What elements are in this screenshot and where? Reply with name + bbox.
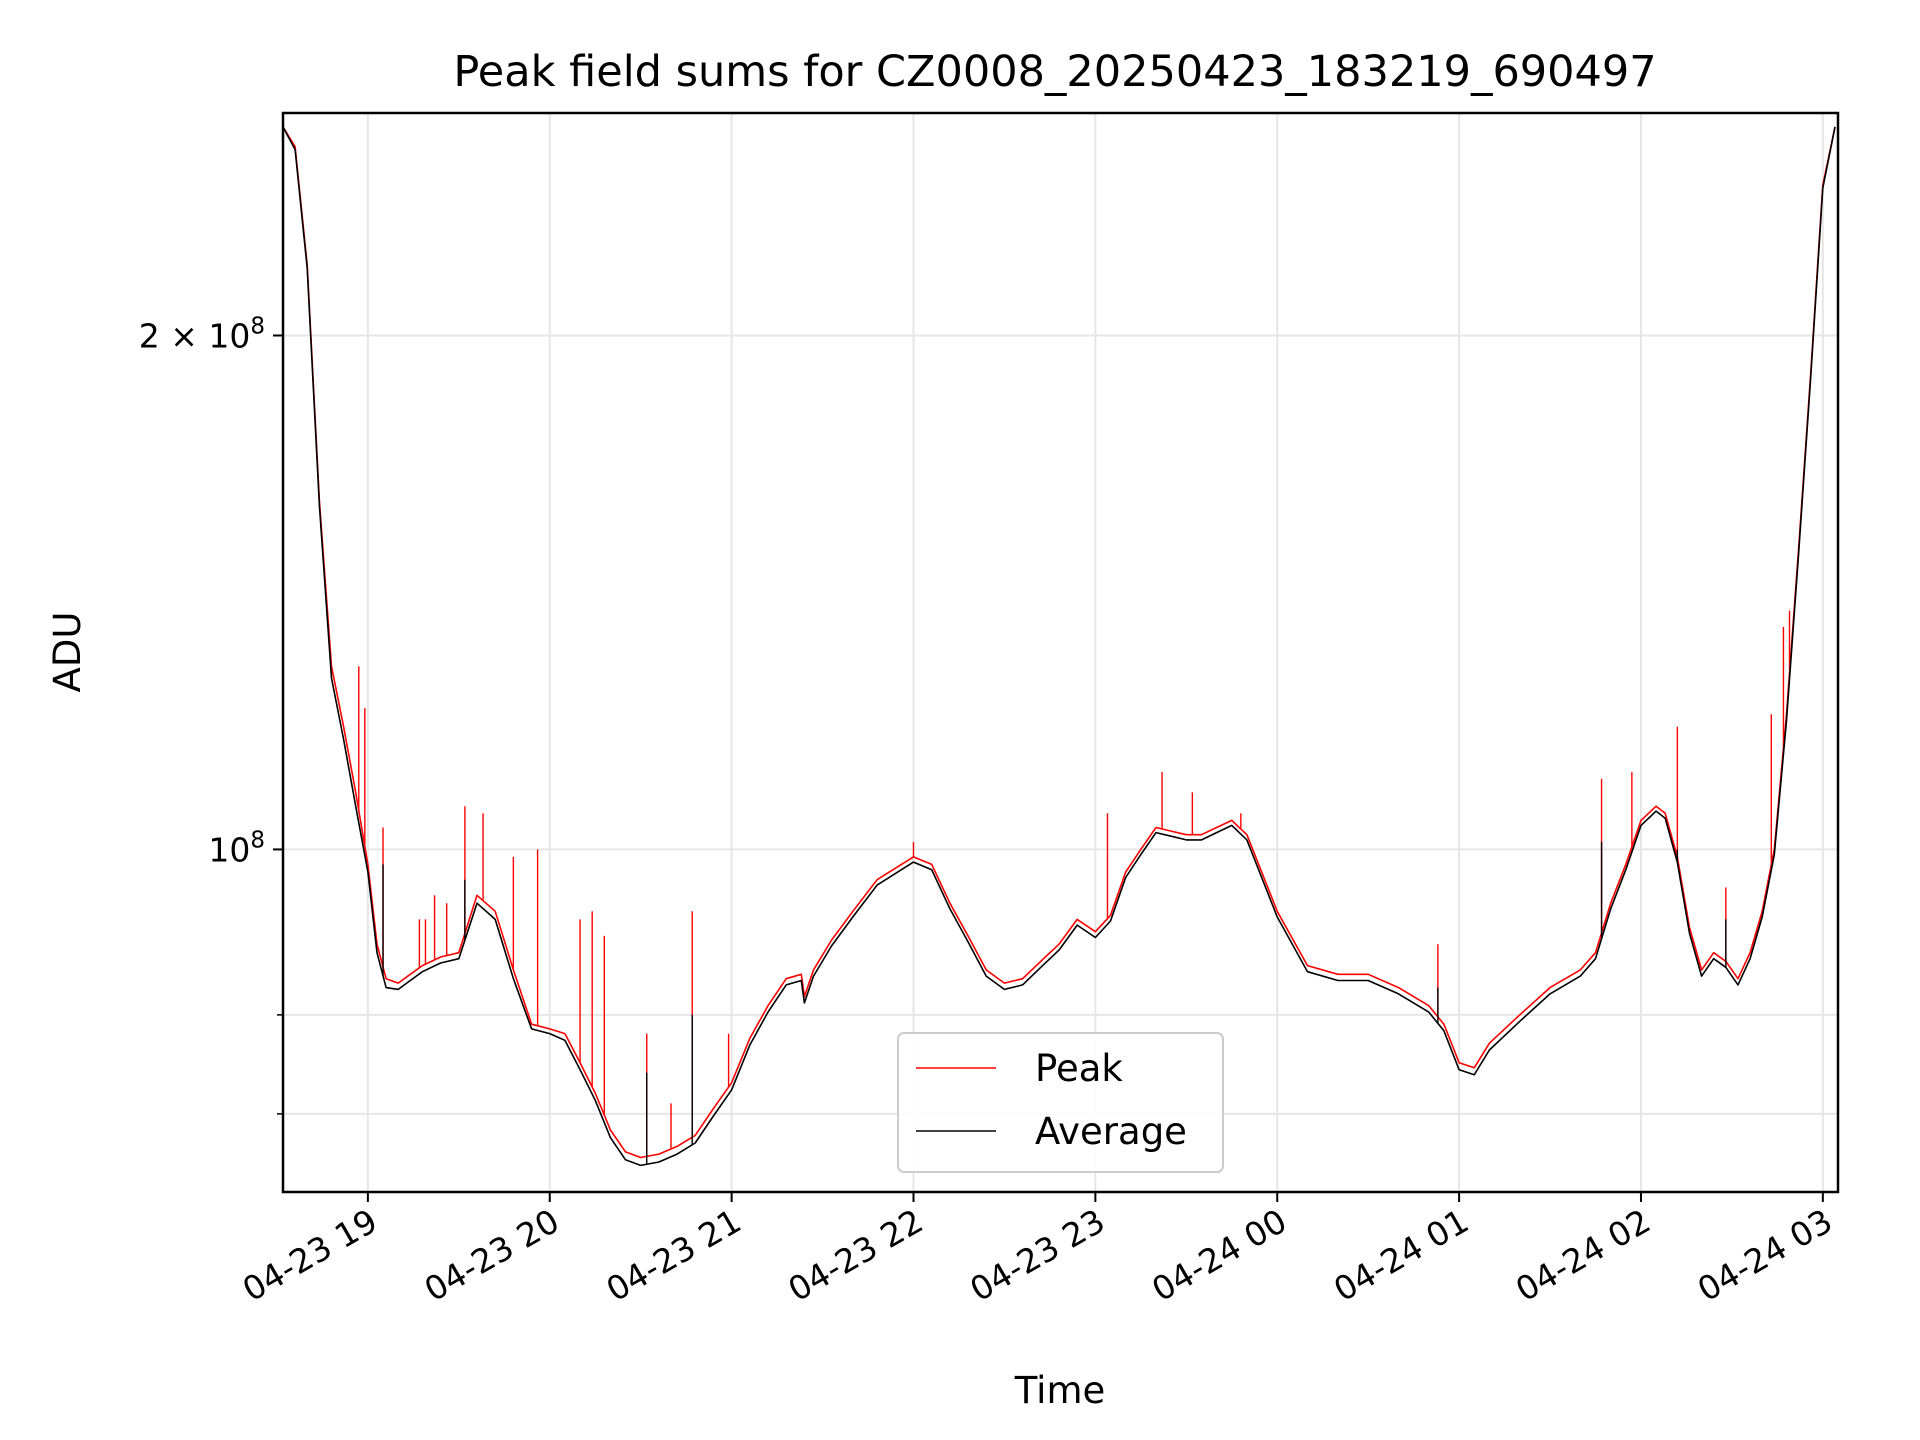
y-tick-label: 108 (208, 827, 265, 869)
series-line-average (282, 126, 1836, 1167)
legend: Peak Average (897, 1032, 1224, 1173)
legend-label-peak: Peak (1035, 1047, 1123, 1090)
series-line-peak (282, 126, 1836, 1159)
chart-title: Peak field sums for CZ0008_20250423_1832… (453, 47, 1656, 97)
y-tick-label: 2 × 108 (139, 314, 265, 356)
x-axis-label: Time (1014, 1369, 1106, 1412)
y-axis: 108 2 × 108 (139, 314, 283, 1115)
plot-lines (282, 126, 1836, 1167)
y-axis-label: ADU (46, 612, 89, 693)
legend-label-average: Average (1035, 1110, 1187, 1153)
plot-frame (281, 111, 1840, 1194)
grid (283, 113, 1838, 1192)
